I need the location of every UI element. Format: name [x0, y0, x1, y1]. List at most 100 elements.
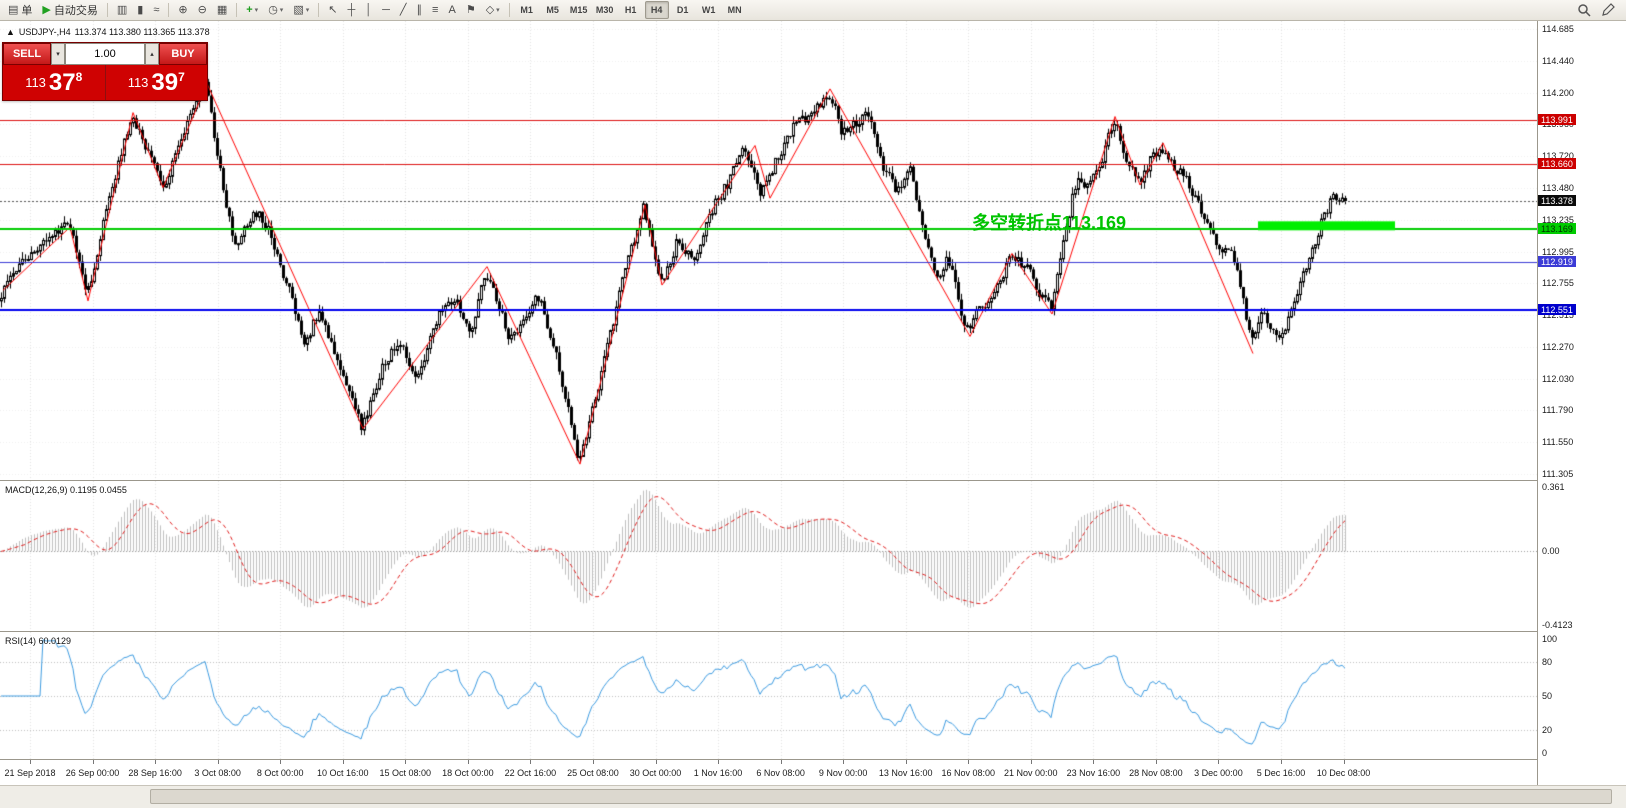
time-tick: [30, 760, 31, 764]
timeframe-m1-button[interactable]: M1: [520, 5, 533, 15]
chart-candles-button[interactable]: ▮: [133, 1, 147, 19]
dropdown-arrow-icon[interactable]: ▾: [254, 7, 259, 14]
buy-price-display[interactable]: 113 39 7: [106, 65, 208, 100]
time-tick: [843, 760, 844, 764]
tile-windows-button[interactable]: ▦: [213, 1, 231, 19]
volume-decrease-button[interactable]: ▾: [51, 43, 65, 65]
time-tick: [1344, 760, 1345, 764]
rsi-indicator-canvas[interactable]: [0, 632, 1537, 759]
zoom-in-icon: ⊕: [178, 4, 188, 16]
main-chart-canvas[interactable]: [0, 21, 1537, 480]
crosshair-icon: ┼: [347, 4, 356, 16]
crosshair-button[interactable]: ┼: [343, 1, 359, 19]
price-level-badge: 113.991: [1538, 114, 1576, 126]
label-button[interactable]: ⚑: [462, 1, 480, 19]
fibonacci-button[interactable]: ≡: [428, 1, 442, 19]
sell-price-display[interactable]: 113 37 8: [3, 65, 106, 100]
timeframe-m30-button[interactable]: M30: [595, 5, 614, 15]
price-axis-label: 114.685: [1542, 24, 1574, 34]
cursor-icon: ↖: [328, 4, 338, 16]
macd-axis-label: 0.00: [1542, 546, 1560, 557]
rsi-axis-label: 0: [1542, 748, 1548, 758]
trendline-icon: ╱: [399, 4, 407, 16]
date-label: 10 Dec 08:00: [1316, 768, 1371, 778]
time-axis[interactable]: 21 Sep 2018 26 Sep 00:00 28 Sep 16:00 3 Oct…: [0, 760, 1537, 785]
timeframe-h4-button[interactable]: H4: [644, 1, 669, 19]
new-order-button[interactable]: ▤ 单: [4, 1, 36, 19]
symbol-period-label: USDJPY-,H4: [18, 27, 71, 37]
channel-button[interactable]: ∥: [413, 1, 427, 19]
volume-increase-button[interactable]: ▴: [145, 43, 159, 65]
timeframe-w1-button[interactable]: W1: [701, 5, 716, 15]
sell-button[interactable]: SELL: [3, 43, 51, 65]
panel-separator[interactable]: [0, 480, 1537, 481]
time-tick: [155, 760, 156, 764]
spin-down-icon: ▾: [56, 51, 60, 58]
rsi-indicator-label: RSI(14) 60.0129: [5, 636, 72, 646]
indicators-icon: +: [246, 4, 253, 16]
time-tick: [1156, 760, 1157, 764]
zoom-in-button[interactable]: ⊕: [174, 1, 191, 19]
toolbar-button-groups: ▤ 单 ▶ 自动交易 ▥ ▮ ≈ ⊕ ⊖ ▦ + ▾ ◷ ▾ ▧ ▾ ↖ ┼ │ ─ ╱ ∥ ≡ A ⚑ ◇ ▾: [3, 0, 505, 20]
new-order-button-label: 单: [21, 5, 33, 17]
date-label: 13 Nov 16:00: [878, 768, 933, 778]
macd-indicator-canvas[interactable]: [0, 481, 1537, 631]
templates-button[interactable]: ▧ ▾: [289, 1, 313, 19]
vertical-line-button[interactable]: │: [361, 1, 376, 19]
date-label: 6 Nov 08:00: [756, 768, 805, 778]
price-level-badge: 112.919: [1538, 255, 1576, 267]
timeframe-h1-button[interactable]: H1: [624, 5, 637, 15]
price-axis-label: 111.305: [1542, 469, 1574, 479]
toolbar-separator: [106, 3, 108, 17]
chart-candles-icon: ▮: [137, 4, 144, 16]
date-label: 22 Oct 16:00: [504, 768, 557, 778]
dropdown-arrow-icon[interactable]: ▾: [279, 7, 284, 14]
shapes-button[interactable]: ◇ ▾: [482, 1, 504, 19]
trendline-button[interactable]: ╱: [396, 1, 411, 19]
time-tick: [593, 760, 594, 764]
date-label: 3 Oct 08:00: [194, 768, 241, 778]
autotrading-button[interactable]: ▶ 自动交易: [38, 1, 101, 19]
time-tick: [656, 760, 657, 764]
rsi-axis-label: 100: [1542, 634, 1558, 644]
rsi-axis-label: 50: [1542, 691, 1553, 701]
timeframe-m15-button[interactable]: M15: [569, 5, 588, 15]
edit-button[interactable]: [1597, 1, 1619, 19]
cursor-button[interactable]: ↖: [324, 1, 341, 19]
timeframe-mn-button[interactable]: MN: [727, 5, 742, 15]
toolbar-separator: [236, 3, 238, 17]
chart-bars-button[interactable]: ▥: [113, 1, 131, 19]
panel-separator[interactable]: [0, 631, 1537, 632]
price-level-badge: 113.378: [1538, 195, 1576, 207]
volume-input[interactable]: [65, 43, 145, 65]
chart-line-button[interactable]: ≈: [149, 1, 163, 19]
time-tick: [1281, 760, 1282, 764]
horizontal-scrollbar[interactable]: [0, 785, 1626, 808]
horizontal-line-icon: ─: [382, 4, 390, 16]
text-button[interactable]: A: [444, 1, 459, 19]
dropdown-arrow-icon[interactable]: ▾: [496, 7, 500, 14]
periods-button[interactable]: ◷ ▾: [264, 1, 287, 19]
price-axis-label: 113.235: [1542, 214, 1574, 225]
pivot-point-annotation[interactable]: 多空转折点113.169: [972, 213, 1127, 233]
price-axis[interactable]: 114.685114.440114.200113.960113.720113.4…: [1537, 21, 1626, 785]
search-icon: [1578, 4, 1591, 17]
macd-indicator-label: MACD(12,26,9) 0.1195 0.0455: [5, 485, 127, 495]
ohlc-values: 113.374 113.380 113.365 113.378: [74, 27, 210, 37]
timeframe-m5-button[interactable]: M5: [546, 5, 559, 15]
search-button[interactable]: [1573, 1, 1595, 19]
channel-icon: ∥: [416, 4, 423, 16]
buy-button[interactable]: BUY: [159, 43, 207, 65]
shapes-icon: ◇: [485, 4, 495, 16]
price-axis-label: 114.200: [1542, 87, 1574, 98]
time-tick: [343, 760, 344, 764]
zoom-out-button[interactable]: ⊖: [194, 1, 211, 19]
horizontal-line-button[interactable]: ─: [378, 1, 394, 19]
dropdown-arrow-icon[interactable]: ▾: [305, 7, 310, 14]
time-tick: [280, 760, 281, 764]
scrollbar-thumb[interactable]: [150, 789, 1612, 804]
time-tick: [906, 760, 907, 764]
indicators-button[interactable]: + ▾: [242, 1, 262, 19]
timeframe-d1-button[interactable]: D1: [676, 5, 689, 15]
zoom-out-icon: ⊖: [197, 4, 207, 16]
